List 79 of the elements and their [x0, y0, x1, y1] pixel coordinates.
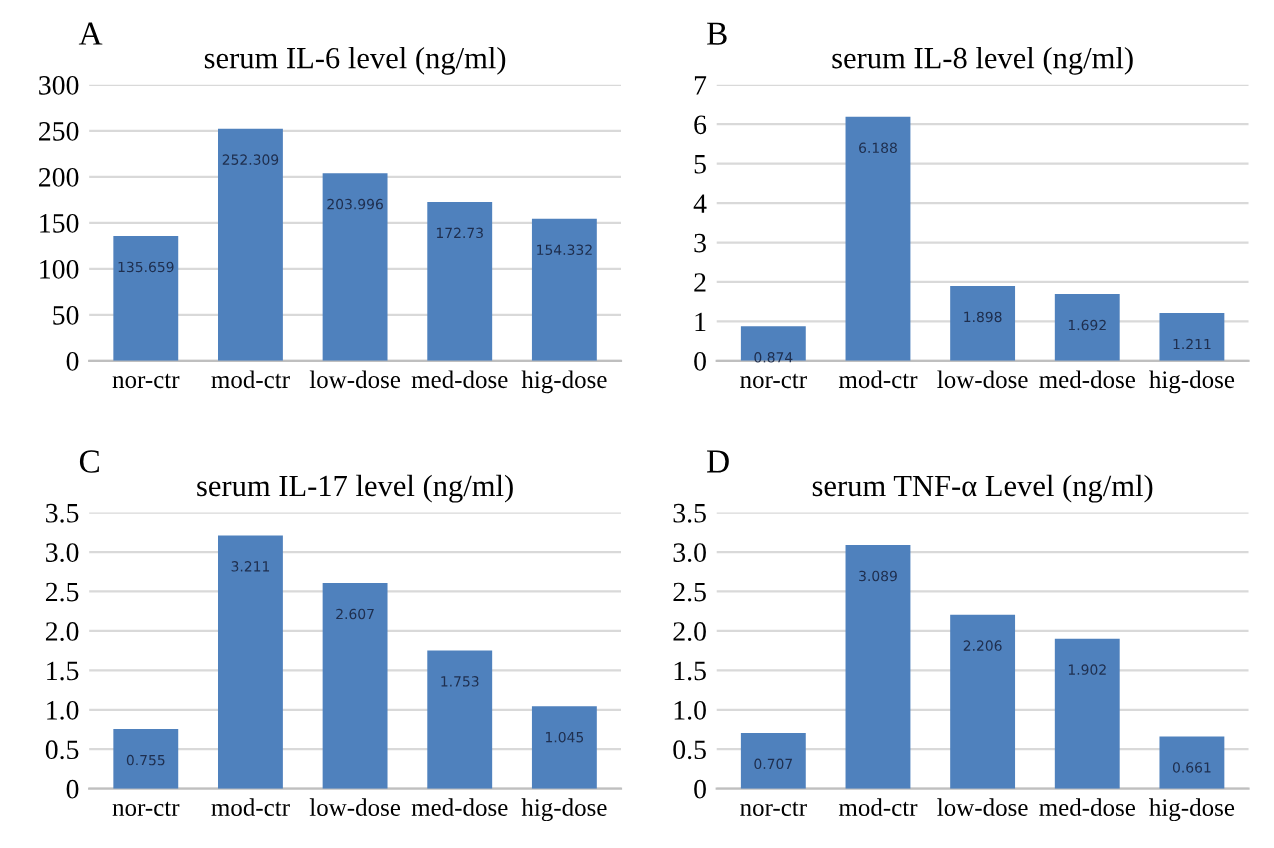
y-tick-label: 3.5 — [673, 503, 706, 523]
x-tick-label: hig-dose — [521, 370, 607, 394]
bar — [113, 236, 179, 361]
x-tick-label: mod-ctr — [838, 798, 918, 816]
bar — [845, 116, 911, 361]
y-tick-label: 1.5 — [674, 661, 706, 681]
bar — [740, 326, 806, 361]
y-tick-label: 0.5 — [673, 740, 706, 760]
text: C — [79, 450, 99, 473]
y-tick-label: 2 — [694, 273, 706, 292]
y-tick-label: 6 — [694, 115, 707, 135]
bar — [1054, 638, 1120, 789]
bar — [427, 650, 493, 789]
y-tick-label: 7 — [694, 76, 707, 95]
bar — [845, 545, 911, 789]
y-tick-label: 200 — [39, 167, 79, 187]
y-tick-label: 3 — [694, 233, 706, 253]
x-tick-label: nor-ctr — [740, 373, 807, 389]
y-tick-label: 0 — [694, 351, 706, 371]
bar — [322, 583, 388, 789]
y-tick-label: 50 — [53, 305, 79, 325]
y-tick-label: 2.5 — [45, 582, 79, 602]
text: A — [78, 22, 103, 45]
y-tick-label: 0 — [66, 779, 79, 799]
x-tick-label: med-dose — [411, 798, 508, 816]
y-tick-label: 2.5 — [673, 582, 706, 602]
bar — [1159, 736, 1225, 789]
y-tick-label: 1 — [695, 312, 706, 332]
y-tick-label: 1.0 — [47, 700, 79, 720]
chart-title: serum TNF-α Level (ng/ml) — [812, 474, 1153, 503]
bar — [218, 128, 283, 361]
bar — [322, 173, 388, 361]
x-tick-label: mod-ctr — [211, 370, 290, 389]
x-tick-label: med-dose — [1039, 370, 1135, 389]
y-tick-label: 300 — [39, 75, 79, 95]
bar — [950, 614, 1016, 789]
bar — [740, 732, 806, 789]
x-tick-label: nor-ctr — [112, 373, 180, 389]
bar — [218, 535, 283, 789]
bar — [1159, 313, 1225, 361]
chart-title: serum IL-8 level (ng/ml) — [832, 46, 1133, 75]
x-tick-label: hig-dose — [1149, 370, 1235, 394]
y-tick-label: 2.0 — [673, 622, 706, 641]
y-tick-label: 0 — [66, 351, 79, 371]
bar — [113, 729, 179, 789]
text: D — [707, 450, 729, 473]
x-tick-label: med-dose — [411, 370, 508, 389]
y-tick-label: 0 — [694, 779, 706, 799]
x-tick-label: nor-ctr — [740, 801, 807, 816]
y-tick-label: 5 — [694, 155, 706, 174]
text: B — [707, 22, 727, 45]
y-tick-label: 2.0 — [45, 622, 79, 641]
y-tick-label: 3.5 — [46, 503, 79, 523]
y-tick-label: 1.0 — [674, 700, 706, 720]
x-tick-label: hig-dose — [521, 798, 607, 822]
bar — [950, 285, 1016, 361]
y-tick-label: 150 — [40, 213, 79, 233]
y-tick-label: 4 — [693, 194, 707, 213]
bar — [427, 201, 493, 361]
bar — [531, 218, 597, 361]
x-tick-label: mod-ctr — [838, 370, 918, 389]
x-tick-label: low-dose — [937, 370, 1028, 389]
x-tick-label: low-dose — [937, 798, 1028, 816]
x-tick-label: low-dose — [309, 798, 401, 816]
x-tick-label: hig-dose — [1149, 798, 1235, 822]
y-tick-label: 3.0 — [46, 543, 79, 563]
chart-title: serum IL-17 level (ng/ml) — [197, 474, 513, 503]
x-tick-label: med-dose — [1039, 798, 1135, 816]
bar — [531, 706, 597, 789]
bar — [1054, 294, 1120, 361]
y-tick-label: 0.5 — [45, 740, 79, 760]
chart-title: serum IL-6 level (ng/ml) — [204, 46, 506, 75]
y-tick-label: 3.0 — [673, 543, 706, 563]
y-tick-label: 1.5 — [47, 661, 79, 681]
y-tick-label: 250 — [39, 121, 79, 141]
x-tick-label: low-dose — [309, 370, 401, 389]
x-tick-label: nor-ctr — [112, 801, 180, 816]
x-tick-label: mod-ctr — [211, 798, 290, 816]
y-tick-label: 100 — [40, 259, 79, 279]
